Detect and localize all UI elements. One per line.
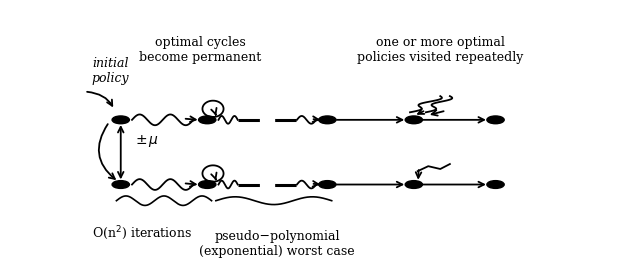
Circle shape xyxy=(487,116,504,124)
Text: one or more optimal
policies visited repeatedly: one or more optimal policies visited rep… xyxy=(357,36,523,64)
Text: initial
policy: initial policy xyxy=(92,57,130,85)
Circle shape xyxy=(405,116,422,124)
Circle shape xyxy=(487,181,504,188)
Circle shape xyxy=(405,181,422,188)
Text: optimal cycles
become permanent: optimal cycles become permanent xyxy=(139,36,261,64)
Circle shape xyxy=(112,181,130,188)
Circle shape xyxy=(319,181,336,188)
Text: O(n$^2$) iterations: O(n$^2$) iterations xyxy=(92,224,192,242)
Circle shape xyxy=(112,116,130,124)
Circle shape xyxy=(198,116,216,124)
Circle shape xyxy=(198,181,216,188)
Text: pseudo−polynomial
(exponential) worst case: pseudo−polynomial (exponential) worst ca… xyxy=(199,230,355,258)
Circle shape xyxy=(319,116,336,124)
Text: $\pm\,\mu$: $\pm\,\mu$ xyxy=(135,133,159,150)
